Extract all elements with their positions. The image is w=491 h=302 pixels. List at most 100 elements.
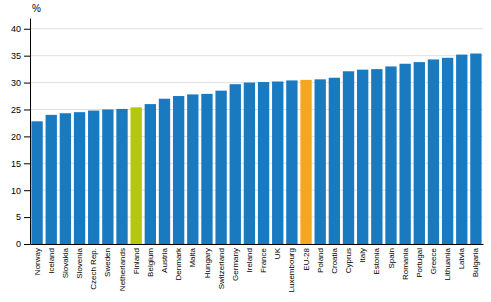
x-axis-line: [31, 244, 484, 245]
y-tick-label: 40: [11, 24, 21, 34]
y-tick-mark: [24, 109, 30, 110]
y-tick: 30: [11, 78, 30, 88]
y-tick-label: 25: [11, 105, 21, 115]
x-axis: Norway Iceland Slovakia Slovenia Czech Rep. S…: [31, 244, 484, 292]
x-tick-label: Norway: [33, 248, 42, 275]
x-tick: Portugal: [415, 244, 424, 278]
y-tick-label: 5: [16, 212, 21, 222]
bar: [272, 81, 283, 244]
y-tick-mark: [24, 56, 30, 57]
x-tick-label: Croatia: [330, 247, 339, 273]
y-axis: 0510152025303540: [11, 19, 31, 250]
y-tick-mark: [24, 190, 30, 191]
x-tick: Slovakia: [61, 244, 70, 278]
x-tick-label: Bulgaria: [471, 247, 480, 277]
bar: [159, 99, 170, 244]
grid: [30, 29, 483, 244]
bar: [470, 54, 481, 244]
x-tick-label: Belgium: [146, 248, 155, 277]
x-tick: Estonia: [372, 244, 381, 275]
y-tick: 20: [11, 132, 30, 142]
x-tick: Poland: [316, 244, 325, 273]
x-tick-label: Romania: [401, 247, 410, 280]
x-tick: UK: [273, 244, 282, 259]
x-tick: Latvia: [457, 244, 466, 269]
bar: [215, 91, 226, 244]
bar: [31, 121, 42, 244]
x-tick-label: Slovenia: [75, 247, 84, 278]
x-tick-label: Hungary: [203, 248, 212, 278]
bar: [300, 80, 311, 244]
x-tick: Denmark: [174, 244, 183, 280]
y-tick-label: 0: [16, 239, 21, 249]
x-tick-label: Germany: [231, 248, 240, 281]
bar: [244, 83, 255, 244]
bar: [428, 59, 439, 244]
x-tick: Cyprus: [344, 244, 353, 273]
x-tick: Greece: [429, 244, 438, 274]
x-tick-label: Austria: [160, 247, 169, 272]
bar: [74, 112, 85, 244]
bar: [173, 96, 184, 244]
y-tick: 25: [11, 105, 30, 115]
bar: [230, 84, 241, 244]
x-tick-label: Poland: [316, 248, 325, 273]
x-tick: Spain: [387, 244, 396, 268]
y-tick-mark: [24, 163, 30, 164]
bar: [371, 69, 382, 244]
x-tick: Switzerland: [217, 244, 226, 289]
bar: [145, 104, 156, 244]
bar: [329, 78, 340, 244]
y-tick: 35: [11, 51, 30, 61]
x-tick: Iceland: [47, 244, 56, 274]
bars: [31, 54, 481, 244]
bar: [116, 109, 127, 244]
x-tick: Luxembourg: [287, 244, 296, 292]
y-tick-mark: [24, 244, 30, 245]
x-tick-label: Finland: [132, 248, 141, 274]
bar: [456, 55, 467, 244]
bar: [187, 94, 198, 244]
x-tick-label: Ireland: [245, 248, 254, 272]
x-tick: Ireland: [245, 244, 254, 272]
x-tick: Czech Rep.: [89, 244, 98, 290]
y-tick-mark: [24, 29, 30, 30]
bar: [88, 111, 99, 244]
x-tick: Germany: [231, 244, 240, 281]
x-tick-label: Portugal: [415, 248, 424, 278]
bar: [399, 64, 410, 244]
x-tick-label: Netherlands: [118, 248, 127, 291]
y-tick-mark: [24, 83, 30, 84]
x-tick-label: Luxembourg: [287, 248, 296, 292]
y-tick-mark: [24, 217, 30, 218]
chart: 0510152025303540NorwayIcelandSlovakiaSlo…: [0, 0, 491, 302]
x-tick: Belgium: [146, 244, 155, 277]
y-tick: 5: [16, 212, 30, 222]
bar: [102, 109, 113, 244]
x-tick-label: Greece: [429, 247, 438, 274]
bar: [258, 82, 269, 244]
y-axis-line: [30, 19, 31, 245]
bar: [343, 71, 354, 244]
x-tick-label: Iceland: [47, 248, 56, 274]
y-label: %: [32, 3, 41, 14]
x-tick-label: Switzerland: [217, 248, 226, 289]
x-tick: EU-28: [302, 244, 311, 271]
x-tick: Norway: [33, 244, 42, 275]
x-tick-label: Cyprus: [344, 248, 353, 273]
x-tick: Bulgaria: [471, 244, 480, 277]
bar: [201, 94, 212, 244]
x-tick: Italy: [358, 244, 367, 263]
x-tick-label: Italy: [358, 248, 367, 263]
bar: [131, 107, 142, 244]
x-tick-label: Malta: [188, 247, 197, 267]
plot: 0510152025303540NorwayIcelandSlovakiaSlo…: [11, 19, 484, 293]
x-tick: Slovenia: [75, 244, 84, 279]
y-tick: 40: [11, 24, 30, 34]
x-tick-label: Spain: [387, 248, 396, 268]
x-tick: Sweden: [103, 244, 112, 277]
x-tick-label: France: [259, 247, 268, 272]
bar: [60, 113, 71, 244]
x-tick-label: Sweden: [103, 248, 112, 277]
x-tick: France: [259, 244, 268, 273]
